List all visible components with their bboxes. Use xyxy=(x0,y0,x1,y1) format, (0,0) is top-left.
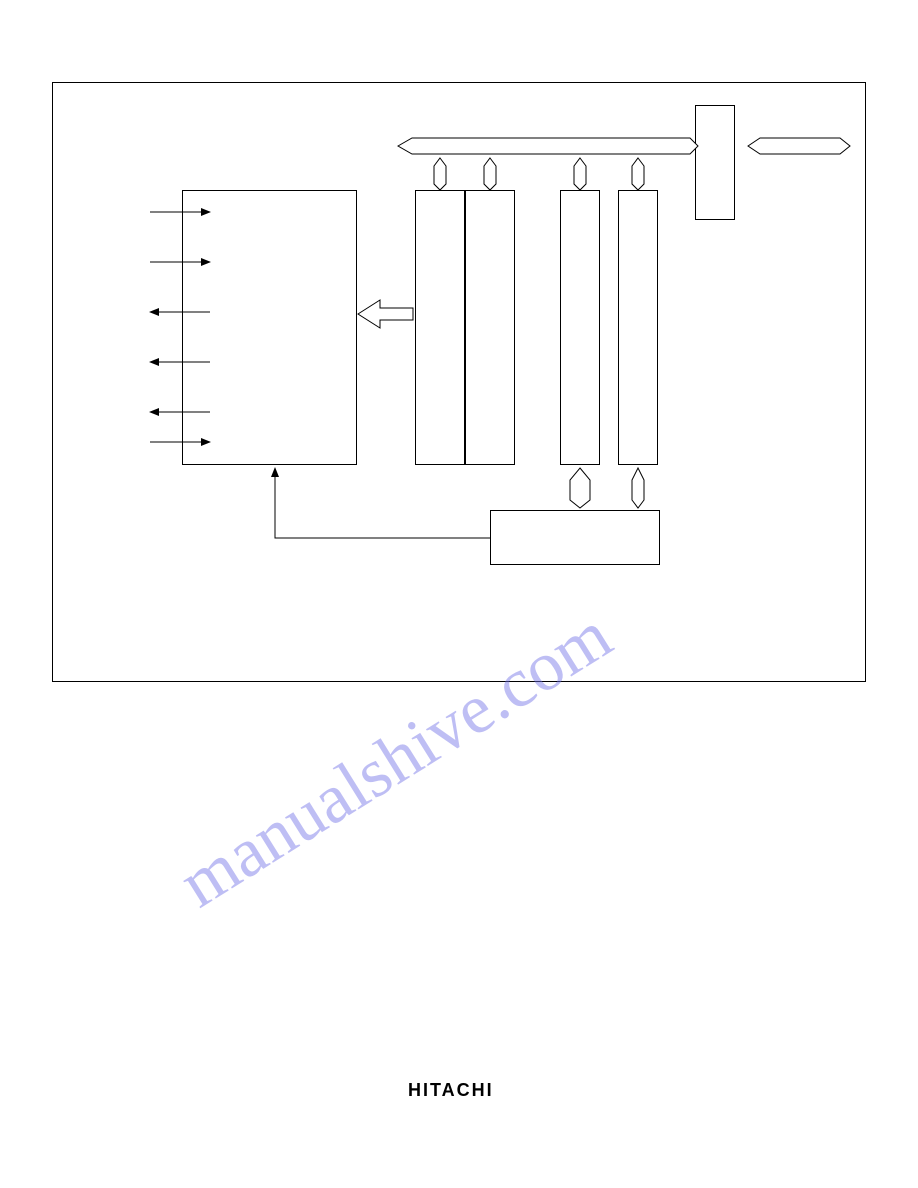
footer-logo: HITACHI xyxy=(408,1080,494,1101)
node-regB xyxy=(465,190,515,465)
node-ctrl xyxy=(182,190,357,465)
page: manualshive.com HITACHI xyxy=(0,0,918,1188)
node-bottom xyxy=(490,510,660,565)
node-regC xyxy=(560,190,600,465)
node-regD xyxy=(618,190,658,465)
node-regA xyxy=(415,190,465,465)
node-regE xyxy=(695,105,735,220)
